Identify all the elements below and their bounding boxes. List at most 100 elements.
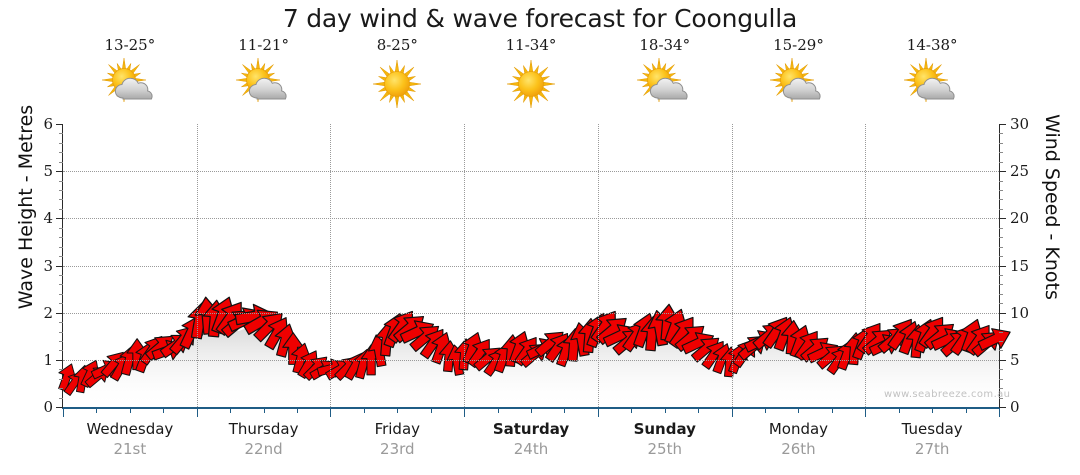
horizontal-gridline bbox=[63, 171, 999, 173]
day-footer-monday: Monday 26th bbox=[732, 420, 866, 468]
left-axis-minor-tick bbox=[59, 378, 63, 380]
x-axis-minor-tick bbox=[263, 408, 265, 413]
right-axis-tick bbox=[999, 171, 1006, 173]
right-axis-minor-tick bbox=[999, 152, 1003, 154]
left-axis-minor-tick bbox=[59, 152, 63, 154]
day-name-label: Saturday bbox=[492, 420, 570, 438]
x-axis-minor-tick bbox=[698, 408, 700, 413]
left-axis-minor-tick bbox=[59, 256, 63, 258]
day-date-label: 26th bbox=[781, 440, 816, 458]
day-header-friday: 8-25° bbox=[330, 36, 464, 122]
right-axis-tick-label: 15 bbox=[1010, 256, 1030, 275]
right-axis-tick bbox=[999, 124, 1006, 125]
right-axis-tick-label: 30 bbox=[1010, 115, 1030, 133]
left-axis-tick bbox=[56, 265, 63, 267]
right-axis-minor-tick bbox=[999, 293, 1003, 295]
day-date-label: 24th bbox=[513, 440, 549, 458]
page-title: 7 day wind & wave forecast for Coongulla bbox=[282, 4, 798, 33]
left-axis-minor-tick bbox=[59, 388, 63, 390]
left-axis-tick bbox=[56, 218, 63, 220]
wind-arrow bbox=[977, 328, 1011, 351]
day-temperature-range: 11-34° bbox=[505, 36, 557, 54]
right-axis-tick-label: 5 bbox=[1010, 350, 1020, 369]
right-axis-minor-tick bbox=[999, 142, 1003, 144]
right-axis-minor-tick bbox=[999, 350, 1003, 352]
day-temperature-range: 11-21° bbox=[238, 36, 289, 54]
right-axis-tick bbox=[999, 265, 1006, 267]
day-date-label: 21st bbox=[113, 440, 147, 458]
right-axis-minor-tick bbox=[999, 227, 1003, 229]
x-axis-minor-tick bbox=[363, 408, 365, 413]
horizontal-gridline bbox=[63, 218, 999, 220]
left-axis-tick-label: 4 bbox=[43, 209, 53, 228]
left-axis-tick bbox=[56, 124, 63, 125]
partly-cloudy-icon bbox=[99, 56, 161, 112]
left-axis-minor-tick bbox=[59, 180, 63, 182]
day-date-label: 27th bbox=[914, 440, 950, 458]
sunny-icon-svg bbox=[506, 59, 556, 109]
left-axis-minor-tick bbox=[59, 331, 63, 333]
plot-area bbox=[58, 124, 1011, 407]
wind-arrow-shape bbox=[977, 328, 1011, 351]
right-axis-tick bbox=[999, 312, 1006, 314]
partly-cloudy-icon-svg bbox=[101, 57, 153, 103]
left-axis-tick bbox=[56, 312, 63, 314]
partly-cloudy-icon-svg bbox=[636, 57, 688, 103]
left-axis-tick-label: 3 bbox=[43, 256, 53, 275]
right-axis-minor-tick bbox=[999, 284, 1003, 286]
day-name-label: Sunday bbox=[633, 420, 696, 438]
day-header-monday: 15-29° bbox=[732, 36, 866, 122]
sunny-icon bbox=[500, 56, 562, 112]
sunny-icon-svg bbox=[373, 59, 422, 109]
left-axis-tick bbox=[56, 171, 63, 173]
left-axis-tick bbox=[56, 359, 63, 361]
right-axis-minor-tick bbox=[999, 322, 1003, 324]
right-axis-title: Wind Speed - Knots bbox=[1041, 114, 1063, 300]
x-axis-minor-tick bbox=[430, 408, 432, 413]
right-axis-minor-tick bbox=[999, 397, 1003, 399]
x-axis-minor-tick bbox=[297, 408, 298, 413]
vertical-gridline bbox=[865, 124, 867, 407]
day-temperature-range: 14-38° bbox=[906, 36, 958, 54]
day-name-label: Friday bbox=[374, 420, 421, 438]
horizontal-gridline bbox=[63, 312, 999, 314]
right-axis-tick bbox=[999, 407, 1006, 408]
right-axis-minor-tick bbox=[999, 133, 1003, 135]
x-axis-major-tick bbox=[597, 408, 599, 417]
left-axis-tick-label: 0 bbox=[43, 398, 53, 416]
left-axis-tick-label: 1 bbox=[43, 350, 53, 369]
day-name-label: Wednesday bbox=[86, 420, 174, 438]
day-date-label: 23rd bbox=[380, 440, 415, 458]
left-axis-tick-label: 2 bbox=[43, 303, 53, 322]
left-axis-minor-tick bbox=[59, 284, 63, 286]
x-axis-minor-tick bbox=[798, 408, 800, 413]
horizontal-gridline bbox=[63, 265, 999, 267]
left-axis-minor-tick bbox=[59, 340, 63, 342]
day-name-label: Thursday bbox=[228, 420, 299, 438]
day-temperature-range: 13-25° bbox=[104, 36, 156, 54]
x-axis-minor-tick bbox=[664, 408, 666, 413]
day-footer-wednesday: Wednesday 21st bbox=[63, 420, 197, 468]
day-name-label: Tuesday bbox=[901, 420, 963, 438]
right-axis-minor-tick bbox=[999, 208, 1003, 210]
left-axis-minor-tick bbox=[59, 303, 63, 305]
vertical-gridline bbox=[597, 124, 599, 407]
day-footer-saturday: Saturday 24th bbox=[464, 420, 598, 468]
x-axis-minor-tick bbox=[531, 408, 532, 413]
day-temperature-range: 15-29° bbox=[773, 36, 824, 54]
x-axis-minor-tick bbox=[96, 408, 98, 413]
x-axis-major-tick bbox=[330, 408, 332, 417]
right-axis-minor-tick bbox=[999, 256, 1003, 258]
left-axis-minor-tick bbox=[59, 227, 63, 229]
partly-cloudy-icon-svg bbox=[235, 57, 287, 103]
left-axis-minor-tick bbox=[59, 237, 63, 239]
partly-cloudy-icon bbox=[233, 56, 295, 112]
left-axis-minor-tick bbox=[59, 246, 63, 248]
partly-cloudy-icon bbox=[634, 56, 696, 112]
partly-cloudy-icon bbox=[901, 56, 963, 112]
right-axis-minor-tick bbox=[999, 199, 1003, 201]
day-footer-tuesday: Tuesday 27th bbox=[865, 420, 999, 468]
day-header-row: 13-25° 11-21° bbox=[63, 36, 999, 122]
forecast-plot-svg bbox=[58, 296, 1011, 407]
